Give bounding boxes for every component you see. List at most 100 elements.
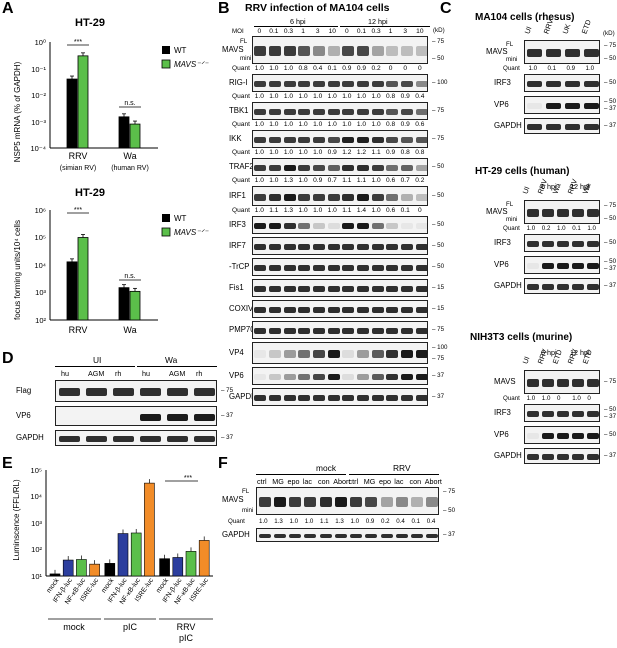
bar [118,116,130,149]
y-tick: 10² [35,316,46,325]
quant-value: 0.2 [381,518,390,525]
band [371,394,384,402]
chart-a-top: NSP5 mRNA (% of GAPDH) 10⁰ 10⁻¹ 10⁻² 10⁻… [13,38,209,172]
band [313,108,325,116]
chart-e-yticks: 10⁵ 10⁴ 10³ 10² 10¹ [30,466,42,581]
kd-marker: – 75 [221,387,234,394]
band [411,533,424,539]
panel-c-nih3t3-title: NIH3T3 cells (murine) [470,332,573,343]
hpi-12: 12 hpi [570,348,590,357]
band [258,497,271,507]
quant-value: 0 [417,207,422,214]
kd-marker: – 75 [432,135,445,142]
band [283,394,296,402]
kd-marker: – 50 [443,507,456,514]
band [85,436,108,442]
panel-letter-d: D [2,350,14,367]
band [401,327,413,335]
band [327,394,340,402]
band [58,436,81,442]
quant-value: 0.9 [342,65,352,72]
quant-value: 0.2 [371,65,381,72]
bar [144,482,155,577]
band [269,46,281,56]
x-label-rrv: RRV [69,325,88,335]
quant-value: 0.9 [365,518,375,525]
band [342,222,355,230]
bar [49,573,61,577]
band [298,285,311,293]
band [313,243,325,251]
band [426,533,438,539]
row-label: MAVS [222,495,244,504]
quant-value: 1.3 [274,518,283,525]
band [401,222,413,230]
hpi-6: 6 hpi [290,17,306,26]
quant-value: 0.6 [386,177,396,184]
sub-label: FL [242,488,250,495]
kd-marker: – 37 [432,372,445,379]
band [365,497,378,507]
quant-value: 1.4 [356,207,367,214]
row-label: Fis1 [229,283,244,292]
y-tick: 10² [31,545,42,554]
panel-letter-b: B [218,0,230,17]
chart-a-bottom: focus forming units/10⁴ cells 10⁶ 10⁵ 10… [13,206,209,335]
blot-irf3 [524,74,600,92]
row-label: GAPDH [494,451,522,460]
quant-value: 1.0 [572,395,581,402]
band [283,373,296,381]
blot-ikk [252,130,428,148]
band [545,80,562,88]
band [526,284,539,290]
kd-marker: – 50 [432,242,445,249]
band [313,285,325,293]
row-label: Flag [16,386,32,395]
band [269,80,281,88]
quant-row: Quant 1.0 1.0 1.0 0.8 0.4 0.1 0.9 0.9 0.2 0 0 0 [230,65,427,72]
sig-marker: *** [74,39,82,46]
band [357,164,369,172]
lane-label: MG [272,477,284,486]
moi-value: 0.1 [269,28,279,35]
band [254,285,267,293]
band [357,136,369,144]
quant-value: 1.0 [283,93,294,100]
band [342,285,355,293]
band [386,350,399,358]
band [283,108,296,116]
bar [117,533,129,577]
quant-value: 0.9 [566,65,576,72]
quant-label: Quant [232,177,250,184]
band [526,80,543,88]
legend-swatch-ko [161,227,171,237]
quant-label: Quant [503,225,520,232]
bar [130,532,142,577]
sub-label: mini [506,56,518,63]
band [415,108,427,116]
quant-value: 0.8 [386,121,396,128]
band [357,264,369,272]
moi-value: 3 [315,28,320,35]
band [304,497,317,507]
kd-marker: – 50 [604,258,617,265]
chart-a-bottom-yticks: 10⁶ 10⁵ 10⁴ 10³ 10² [34,206,46,325]
quant-label: Quant [503,395,520,402]
band [371,285,384,293]
band [386,46,399,56]
band [254,327,267,335]
row-label: TBK1 [229,106,249,115]
band [556,432,570,440]
lane-label: rh [196,369,203,378]
blot-vp6 [524,256,600,274]
band [298,394,311,402]
quant-value: 1.0 [298,93,308,100]
quant-value: 0.6 [415,121,425,128]
band [411,497,424,507]
band [342,164,355,172]
quant-value: 1.0 [269,177,279,184]
quant-value: 1.0 [371,121,381,128]
row-label: GAPDH [494,121,522,130]
blot-pmp70 [252,321,428,339]
quant-value: 1.0 [283,121,294,128]
